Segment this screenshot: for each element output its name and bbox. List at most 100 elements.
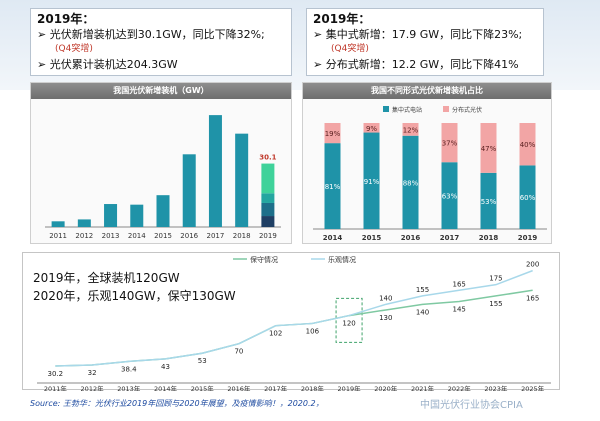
chart2-tick-2019: 2019 [518, 234, 538, 242]
chart2-label-distributed-2016: 12% [403, 126, 419, 134]
chart3-tick-6: 2017年 [264, 384, 288, 391]
chart3-data-label-optimistic-12: 175 [489, 275, 502, 283]
chart2-bar-central-2017 [441, 162, 458, 229]
chart1-tick-2013: 2013 [102, 232, 120, 240]
chart1-bar-2019-q4 [261, 163, 275, 194]
chart3-data-label-conservative-10: 140 [416, 308, 429, 316]
annotation-2019: 2019年，全球装机120GW [33, 271, 180, 285]
chart1-tick-2011: 2011 [49, 232, 67, 240]
summary-box-left: 2019年： 光伏新增装机达到30.1GW，同比下降32%; (Q4突增) 光伏… [30, 8, 292, 76]
chart2-bar-central-2014 [324, 143, 341, 229]
chart2-tick-2016: 2016 [401, 234, 421, 242]
chart1-bar-2012 [77, 219, 91, 227]
new-installation-chart: 我国光伏新增装机（GW） 2011 2012 2013 2014 2015 2016 201… [30, 82, 292, 244]
chart2-bar-distributed-2015 [363, 123, 380, 133]
chart1-bar-2019-q3 [261, 193, 275, 203]
chart2-bar-central-2018 [480, 172, 497, 229]
chart3-data-label-0: 30.2 [48, 370, 64, 378]
chart3-data-label-4: 53 [198, 357, 207, 365]
source-note: Source: 王勃华：光伏行业2019年回顾与2020年展望，及疫情影响！，2… [30, 399, 324, 408]
chart1-tick-2014: 2014 [128, 232, 146, 240]
summary-right-line1: 集中式新增：17.9 GW，同比下降23%; [313, 27, 537, 42]
chart1-bar-2019-q2 [261, 202, 275, 217]
chart1-tick-2018: 2018 [233, 232, 251, 240]
chart3-tick-9: 2020年 [374, 384, 398, 391]
chart2-bar-central-2015 [363, 132, 380, 229]
chart3-legend-label-0: 保守情况 [250, 255, 278, 264]
chart3-data-label-3: 43 [161, 363, 170, 371]
chart2-tick-2018: 2018 [479, 234, 499, 242]
summary-left-note: (Q4突增) [55, 44, 93, 54]
summary-right-note: (Q4突增) [331, 44, 369, 54]
chart3-data-label-optimistic-11: 165 [453, 280, 466, 288]
chart2-tick-2015: 2015 [362, 234, 382, 242]
annotation-2020: 2020年，乐观140GW，保守130GW [33, 289, 236, 303]
summary-left-line1: 光伏新增装机达到30.1GW，同比下降32%; [37, 27, 285, 42]
chart2-bar-central-2019 [519, 165, 536, 229]
chart3-data-label-optimistic-10: 155 [416, 286, 429, 294]
chart1-bar-2013 [104, 204, 118, 227]
chart3-svg: 保守情况 乐观情况 2011年 30.2 2012年 32 2013年 38.4 2014年 43… [37, 255, 551, 391]
chart1-svg: 2011 2012 2013 2014 2015 2016 2017 2018 2019 30.1 [45, 115, 281, 240]
chart3-legend-label-1: 乐观情况 [328, 255, 356, 264]
chart3-tick-13: 2025年 [521, 384, 545, 391]
chart3-tick-1: 2012年 [81, 384, 105, 391]
chart3-tick-7: 2018年 [301, 384, 325, 391]
chart3-data-label-conservative-11: 145 [453, 306, 466, 314]
summary-left-line2: 光伏累计装机达204.3GW [37, 57, 285, 72]
chart2-legend-swatch-1 [443, 106, 449, 112]
chart2-tick-2014: 2014 [323, 234, 343, 242]
chart3-tick-10: 2021年 [411, 384, 435, 391]
chart3-tick-2: 2013年 [117, 384, 141, 391]
watermark: 中国光伏行业协会CPIA [420, 400, 523, 411]
chart3-data-label-8: 120 [342, 320, 355, 328]
chart1-bar-2016 [182, 154, 196, 227]
chart1-bar-2015 [156, 195, 170, 227]
chart3-data-label-conservative-13: 165 [526, 294, 539, 302]
chart1-tick-2012: 2012 [75, 232, 93, 240]
chart2-bar-distributed-2018 [480, 123, 497, 173]
chart3-tick-4: 2015年 [191, 384, 215, 391]
chart2-bar-distributed-2017 [441, 123, 458, 163]
chart3-data-label-conservative-12: 155 [489, 300, 502, 308]
chart2-bar-distributed-2014 [324, 123, 341, 144]
chart3-tick-5: 2016年 [227, 384, 251, 391]
chart2-bar-central-2016 [402, 135, 419, 229]
chart1-bar-2011 [51, 221, 65, 227]
chart3-data-label-1: 32 [88, 369, 97, 377]
chart2-label-distributed-2018: 47% [481, 145, 497, 153]
chart3-data-label-6: 102 [269, 330, 282, 338]
chart2-bar-distributed-2019 [519, 123, 536, 166]
chart3-tick-12: 2023年 [484, 384, 508, 391]
chart2-legend-label-0: 集中式电站 [392, 106, 422, 114]
chart1-tick-2015: 2015 [154, 232, 172, 240]
chart1-data-label-2019: 30.1 [259, 154, 276, 162]
summary-left-year: 2019年： [37, 12, 95, 26]
chart3-tick-11: 2022年 [448, 384, 472, 391]
chart1-title: 我国光伏新增装机（GW） [31, 83, 291, 99]
chart1-bar-2014 [130, 204, 144, 227]
global-installation-chart: 保守情况 乐观情况 2011年 30.2 2012年 32 2013年 38.4 2014年 43… [22, 252, 560, 391]
chart2-legend-swatch-0 [383, 106, 389, 112]
chart2-label-distributed-2017: 37% [442, 140, 458, 148]
chart2-label-central-2016: 88% [403, 179, 419, 187]
chart3-data-label-7: 106 [306, 327, 320, 335]
chart3-data-label-optimistic-13: 200 [526, 261, 539, 269]
chart3-data-label-conservative-9: 130 [379, 314, 392, 322]
chart3-tick-3: 2014年 [154, 384, 178, 391]
chart1-bar-2019-q1 [261, 216, 275, 227]
chart1-tick-2017: 2017 [207, 232, 225, 240]
chart1-bar-2018 [235, 133, 249, 227]
chart3-tick-8: 2019年 [338, 384, 362, 391]
chart3-line-1 [55, 269, 533, 367]
chart3-data-label-optimistic-9: 140 [379, 294, 392, 302]
chart3-tick-0: 2011年 [44, 384, 68, 391]
chart2-tick-2017: 2017 [440, 234, 460, 242]
summary-right-year: 2019年： [313, 12, 371, 26]
chart3-data-label-2: 38.4 [121, 365, 137, 373]
summary-box-right: 2019年： 集中式新增：17.9 GW，同比下降23%; (Q4突增) 分布式… [306, 8, 544, 76]
chart1-tick-2019: 2019 [259, 232, 277, 240]
chart2-label-distributed-2014: 19% [325, 130, 341, 138]
chart1-bar-2017 [208, 115, 222, 227]
share-chart: 我国不同形式光伏新增装机占比 集中式电站 分布式光伏 81% 19% 2014 91% 9%… [302, 82, 552, 244]
